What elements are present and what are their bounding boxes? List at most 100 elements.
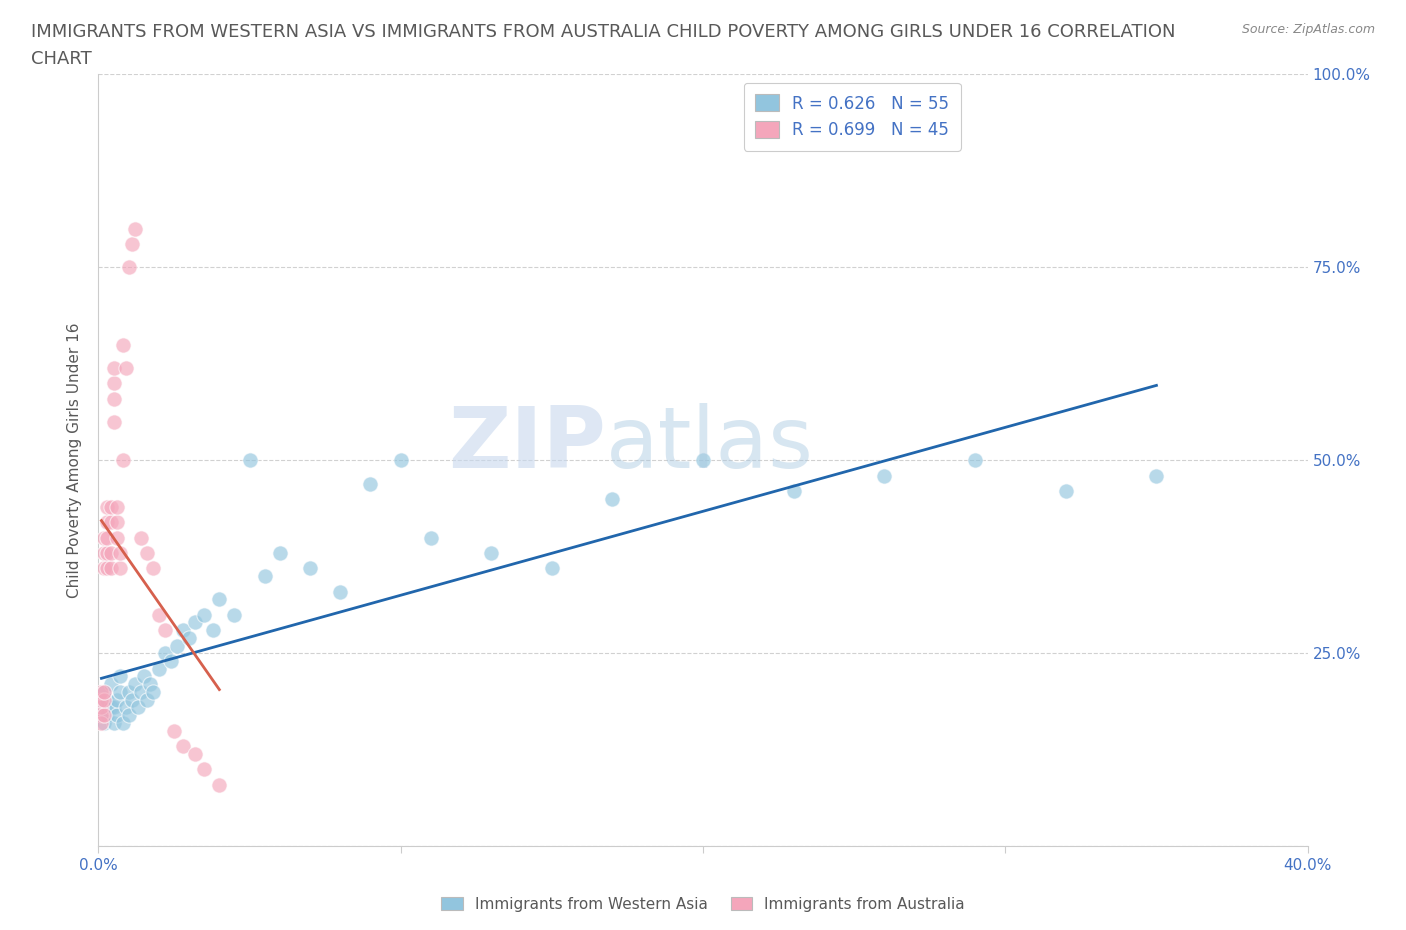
Point [105, 530, 128, 545]
Point [172, 623, 194, 638]
Point [90, 684, 112, 699]
Point [172, 738, 194, 753]
Point [184, 615, 207, 630]
Point [96, 499, 118, 514]
Point [1144, 469, 1167, 484]
Text: IMMIGRANTS FROM WESTERN ASIA VS IMMIGRANTS FROM AUSTRALIA CHILD POVERTY AMONG GI: IMMIGRANTS FROM WESTERN ASIA VS IMMIGRAN… [31, 23, 1175, 68]
Point [90, 715, 112, 730]
Point [129, 684, 152, 699]
Point [135, 546, 157, 561]
Point [105, 499, 128, 514]
Point [100, 561, 122, 576]
Point [103, 392, 125, 406]
Point [965, 453, 987, 468]
Point [93, 530, 115, 545]
Point [253, 569, 276, 584]
Point [105, 708, 128, 723]
Point [129, 530, 152, 545]
Point [121, 237, 143, 252]
Point [148, 661, 170, 676]
Point [111, 715, 134, 730]
Text: atlas: atlas [606, 404, 814, 486]
Point [93, 684, 115, 699]
Point [93, 546, 115, 561]
Y-axis label: Child Poverty Among Girls Under 16: Child Poverty Among Girls Under 16 [67, 323, 83, 598]
Point [132, 669, 155, 684]
Legend: R = 0.626   N = 55, R = 0.699   N = 45: R = 0.626 N = 55, R = 0.699 N = 45 [744, 83, 960, 151]
Point [163, 724, 186, 738]
Point [108, 669, 131, 684]
Point [108, 684, 131, 699]
Point [139, 677, 162, 692]
Point [127, 700, 149, 715]
Point [540, 561, 562, 576]
Point [602, 492, 624, 507]
Point [103, 700, 125, 715]
Point [90, 700, 112, 715]
Point [224, 607, 246, 622]
Point [299, 561, 322, 576]
Point [208, 591, 231, 606]
Point [153, 646, 176, 661]
Point [93, 708, 115, 723]
Text: Source: ZipAtlas.com: Source: ZipAtlas.com [1241, 23, 1375, 36]
Point [96, 561, 118, 576]
Point [179, 631, 201, 645]
Point [118, 260, 141, 275]
Point [389, 453, 412, 468]
Point [108, 561, 131, 576]
Point [100, 514, 122, 529]
Point [193, 607, 215, 622]
Point [90, 708, 112, 723]
Point [103, 715, 125, 730]
Point [420, 530, 443, 545]
Point [111, 338, 134, 352]
Point [105, 514, 128, 529]
Point [96, 530, 118, 545]
Point [1054, 484, 1077, 498]
Point [96, 514, 118, 529]
Point [118, 708, 141, 723]
Point [481, 546, 503, 561]
Point [93, 561, 115, 576]
Point [142, 561, 165, 576]
Point [103, 376, 125, 391]
Point [93, 700, 115, 715]
Point [121, 692, 143, 707]
Point [269, 546, 291, 561]
Point [96, 546, 118, 561]
Text: ZIP: ZIP [449, 404, 606, 486]
Point [360, 476, 382, 491]
Point [100, 677, 122, 692]
Point [329, 584, 352, 599]
Point [105, 692, 128, 707]
Point [93, 684, 115, 699]
Point [90, 708, 112, 723]
Point [193, 762, 215, 777]
Point [692, 453, 714, 468]
Point [93, 715, 115, 730]
Point [118, 684, 141, 699]
Point [93, 692, 115, 707]
Point [100, 499, 122, 514]
Point [239, 453, 262, 468]
Point [184, 746, 207, 761]
Point [111, 453, 134, 468]
Point [124, 677, 146, 692]
Point [166, 638, 188, 653]
Point [208, 777, 231, 792]
Point [103, 415, 125, 430]
Point [783, 484, 806, 498]
Point [96, 692, 118, 707]
Point [135, 692, 157, 707]
Point [114, 360, 136, 375]
Point [202, 623, 225, 638]
Point [100, 546, 122, 561]
Point [160, 654, 183, 669]
Point [100, 700, 122, 715]
Point [96, 708, 118, 723]
Point [873, 469, 896, 484]
Point [90, 692, 112, 707]
Point [153, 623, 176, 638]
Point [103, 360, 125, 375]
